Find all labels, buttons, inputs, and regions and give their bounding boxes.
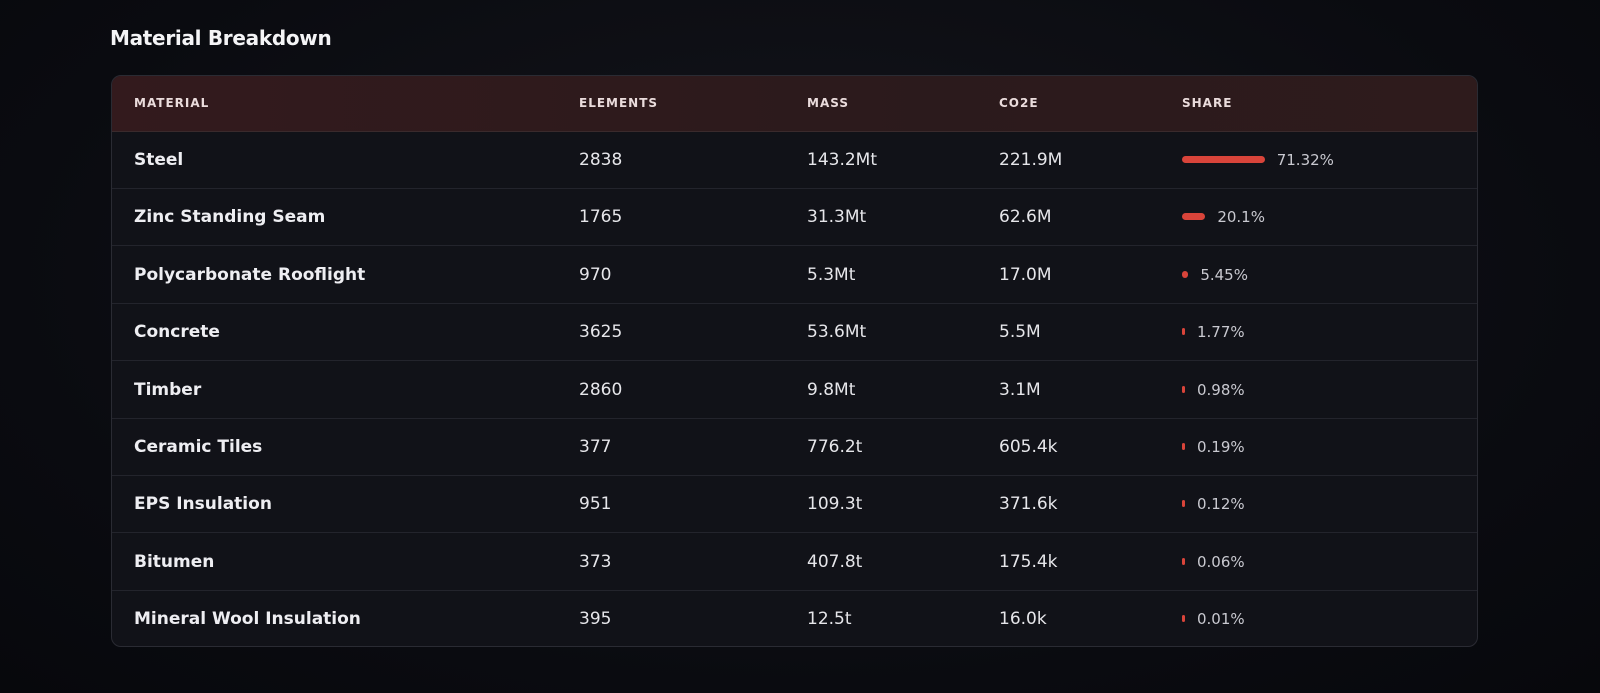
- co2e-cell: 16.0k: [999, 609, 1047, 630]
- mass-cell: 776.2t: [807, 437, 863, 457]
- elements-cell: 373: [579, 551, 612, 572]
- elements-cell: 377: [579, 437, 612, 457]
- material-name: Concrete: [134, 322, 220, 343]
- share-bar: [1182, 156, 1265, 163]
- mass-cell: 143.2Mt: [807, 150, 878, 170]
- elements-cell: 3625: [579, 322, 623, 343]
- material-name: Zinc Standing Seam: [134, 207, 326, 228]
- column-header: ELEMENTS: [579, 96, 659, 110]
- co2e-cell: 221.9M: [999, 150, 1063, 170]
- material-name: EPS Insulation: [134, 494, 272, 515]
- share-label: 0.98%: [1197, 380, 1245, 399]
- elements-cell: 395: [579, 609, 612, 630]
- mass-cell: 5.3Mt: [807, 264, 856, 285]
- share-bar: [1182, 213, 1206, 221]
- share-bar: [1182, 557, 1185, 565]
- elements-cell: 970: [579, 264, 612, 285]
- table-card: MATERIAL ELEMENTS MASS CO2E SHARE Steel 2838 1…: [111, 75, 1478, 647]
- co2e-cell: 3.1M: [999, 379, 1041, 400]
- table-row: Steel 2838 143.2Mt 221.9M 71.32%: [112, 131, 1477, 189]
- share-bar: [1182, 328, 1185, 336]
- column-header: CO2E: [999, 96, 1039, 110]
- column-header: SHARE: [1182, 96, 1233, 110]
- share-label: 5.45%: [1200, 265, 1248, 284]
- mass-cell: 53.6Mt: [807, 322, 867, 343]
- material-name: Mineral Wool Insulation: [134, 609, 361, 630]
- material-name: Timber: [134, 379, 202, 400]
- co2e-cell: 175.4k: [999, 551, 1058, 572]
- table-row: Timber 2860 9.8Mt 3.1M 0.98%: [112, 361, 1477, 419]
- mass-cell: 109.3t: [807, 494, 863, 515]
- elements-cell: 951: [579, 494, 612, 515]
- co2e-cell: 17.0M: [999, 264, 1052, 285]
- elements-cell: 2838: [579, 150, 623, 170]
- table-row: Ceramic Tiles 377 776.2t 605.4k 0.19%: [112, 418, 1477, 476]
- co2e-cell: 605.4k: [999, 437, 1058, 457]
- mass-cell: 407.8t: [807, 551, 863, 572]
- material-name: Steel: [134, 150, 184, 170]
- share-label: 0.12%: [1197, 495, 1245, 514]
- share-bar: [1182, 270, 1189, 278]
- table-row: Concrete 3625 53.6Mt 5.5M 1.77%: [112, 303, 1477, 362]
- share-label: 0.06%: [1197, 552, 1245, 571]
- co2e-cell: 371.6k: [999, 494, 1058, 515]
- share-label: 0.19%: [1197, 438, 1245, 456]
- co2e-cell: 62.6M: [999, 207, 1052, 228]
- share-label: 1.77%: [1197, 323, 1245, 342]
- elements-cell: 1765: [579, 207, 623, 228]
- table-row: Mineral Wool Insulation 395 12.5t 16.0k 0.01…: [112, 590, 1477, 646]
- share-label: 0.01%: [1197, 610, 1245, 629]
- table-row: Zinc Standing Seam 1765 31.3Mt 62.6M 20.1%: [112, 188, 1477, 247]
- share-bar: [1182, 385, 1185, 393]
- share-bar: [1182, 615, 1185, 623]
- table-header: MATERIAL ELEMENTS MASS CO2E SHARE: [112, 76, 1477, 132]
- share-bar: [1182, 443, 1185, 450]
- table-row: Bitumen 373 407.8t 175.4k 0.06%: [112, 533, 1477, 591]
- co2e-cell: 5.5M: [999, 322, 1041, 343]
- section-title: Material Breakdown: [110, 26, 332, 50]
- mass-cell: 31.3Mt: [807, 207, 867, 228]
- share-bar: [1182, 500, 1185, 508]
- column-header: MASS: [807, 96, 849, 110]
- mass-cell: 9.8Mt: [807, 379, 856, 400]
- mass-cell: 12.5t: [807, 609, 852, 630]
- share-label: 71.32%: [1276, 151, 1334, 169]
- share-label: 20.1%: [1217, 208, 1265, 227]
- material-name: Ceramic Tiles: [134, 437, 263, 457]
- table-row: Polycarbonate Rooflight 970 5.3Mt 17.0M 5.45…: [112, 246, 1477, 304]
- table-row: EPS Insulation 951 109.3t 371.6k 0.12%: [112, 475, 1477, 534]
- column-header: MATERIAL: [134, 96, 210, 110]
- material-name: Bitumen: [134, 551, 215, 572]
- elements-cell: 2860: [579, 379, 623, 400]
- material-name: Polycarbonate Rooflight: [134, 264, 366, 285]
